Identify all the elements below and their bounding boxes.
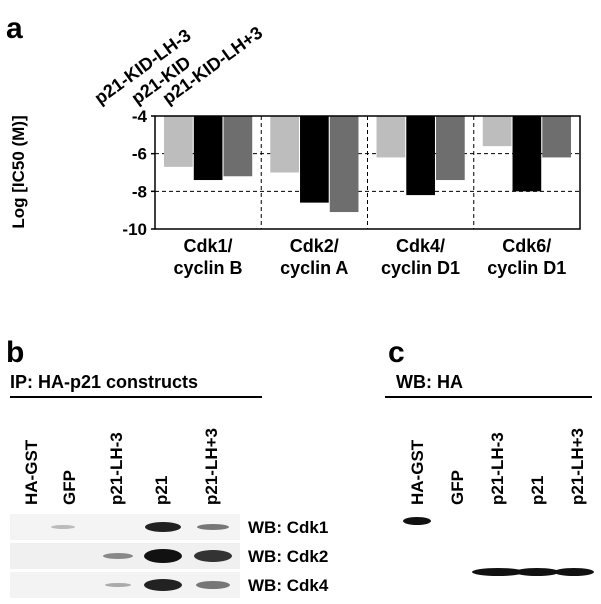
- row-label: WB: Cdk1: [248, 518, 328, 537]
- x-tick-label: Cdk1/ cyclin B: [173, 236, 243, 278]
- x-tick-label: Cdk2/ cyclin A: [280, 236, 349, 278]
- blot-header: IP: HA-p21 constructs: [10, 372, 198, 392]
- y-axis-label: Log [IC50 (M)]: [9, 115, 28, 228]
- bar: [329, 116, 359, 213]
- lane-label: p21-LH-3: [488, 432, 507, 505]
- plot-frame: [154, 115, 581, 230]
- y-tick-label: -6: [132, 145, 147, 164]
- bar: [512, 116, 542, 192]
- blot-bands: [403, 517, 594, 576]
- bar: [482, 116, 512, 147]
- bar: [223, 116, 253, 177]
- bar: [376, 116, 406, 158]
- lane-label: p21: [528, 476, 547, 505]
- lane-label: p21-LH-3: [107, 432, 126, 505]
- bar: [406, 116, 435, 196]
- blot-header: WB: HA: [396, 372, 463, 392]
- bar: [164, 116, 193, 167]
- blot-strips: [10, 514, 240, 598]
- bar: [193, 116, 223, 181]
- panel-label: a: [6, 12, 23, 45]
- lane-label: GFP: [60, 470, 79, 505]
- lane-label: p21-LH+3: [568, 428, 587, 505]
- lane-label: HA-GST: [22, 439, 41, 505]
- lane-label: p21: [152, 476, 171, 505]
- bar: [270, 116, 299, 173]
- row-label: WB: Cdk2: [248, 547, 328, 566]
- bar: [542, 116, 571, 158]
- lane-label: HA-GST: [408, 439, 427, 505]
- bar: [300, 116, 329, 203]
- bar: [436, 116, 465, 181]
- row-label: WB: Cdk4: [248, 576, 329, 595]
- y-tick-label: -8: [132, 182, 147, 201]
- lane-label: GFP: [448, 470, 467, 505]
- x-tick-label: Cdk4/ cyclin D1: [380, 236, 461, 278]
- panel-label: c: [388, 336, 405, 369]
- panel-label: b: [6, 336, 24, 369]
- x-tick-label: Cdk6/ cyclin D1: [487, 236, 567, 278]
- y-tick-label: -4: [132, 107, 148, 126]
- lane-label: p21-LH+3: [202, 428, 221, 505]
- y-tick-label: -10: [122, 220, 147, 239]
